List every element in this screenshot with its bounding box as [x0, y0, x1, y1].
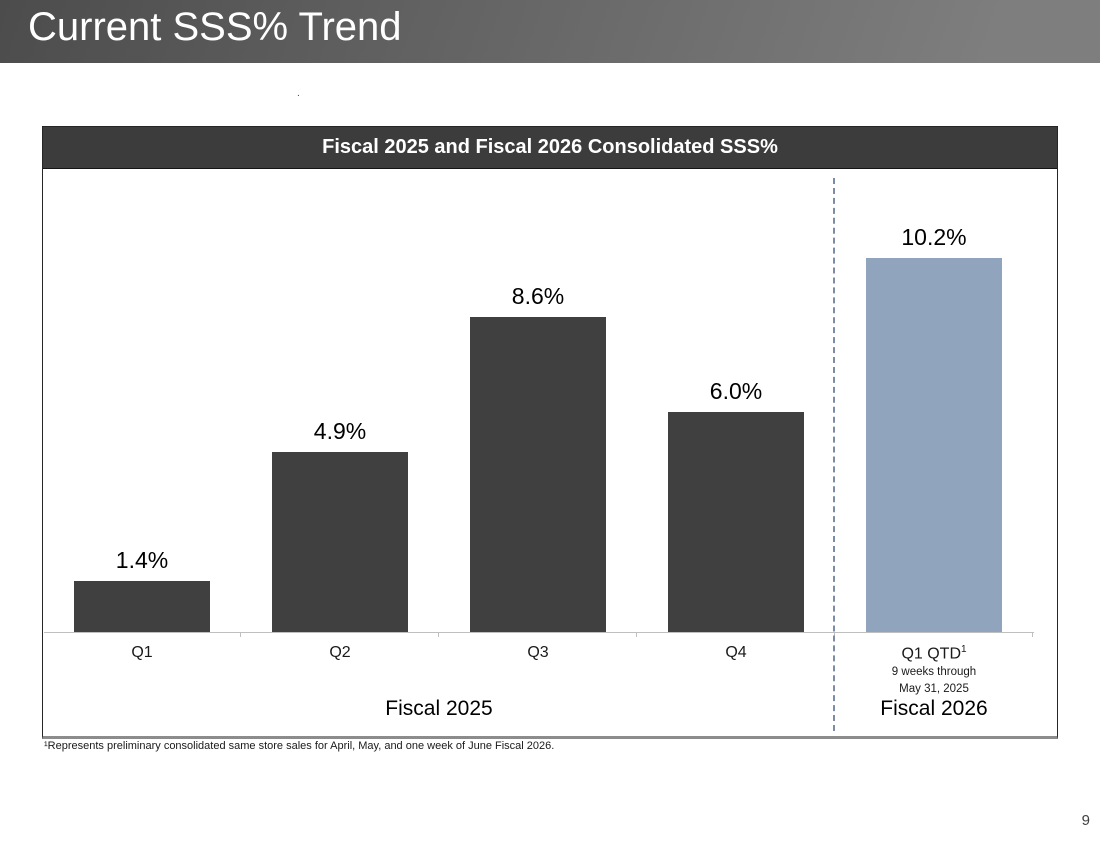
- plot-area: 1.4% Q1 4.9% Q2 8.6% Q3 6.0% Q4 10.2% Q1 QTD1 9 we…: [43, 170, 1055, 736]
- bar-slot-q1: 1.4%: [43, 170, 241, 632]
- slide-title: Current SSS% Trend: [28, 5, 402, 49]
- x-axis-line: [44, 632, 1034, 633]
- bar-value-label-q4: 6.0%: [709, 378, 763, 404]
- bar-slot-q4: 6.0%: [637, 170, 835, 632]
- chart-title-bar: Fiscal 2025 and Fiscal 2026 Consolidated…: [43, 127, 1057, 169]
- bar-q3: [470, 317, 606, 632]
- x-axis-tick: [438, 632, 439, 637]
- stray-period: .: [297, 88, 300, 99]
- category-label-text-q1-qtd: Q1 QTD: [901, 645, 961, 663]
- category-label-text-q4: Q4: [725, 644, 747, 661]
- chart-title: Fiscal 2025 and Fiscal 2026 Consolidated…: [322, 136, 778, 158]
- page-number: 9: [1081, 812, 1090, 829]
- fiscal-year-divider: [833, 178, 835, 731]
- x-axis-tick: [636, 632, 637, 637]
- bar-q1: [74, 581, 210, 632]
- chart-container: Fiscal 2025 and Fiscal 2026 Consolidated…: [42, 126, 1058, 739]
- category-superscript-q1-qtd: 1: [961, 644, 967, 655]
- bar-slot-q1-qtd: 10.2%: [835, 170, 1033, 632]
- category-label-text-q1: Q1: [131, 644, 153, 661]
- category-label-text-q2: Q2: [329, 644, 351, 661]
- footnote: ¹Represents preliminary consolidated sam…: [44, 740, 555, 752]
- category-subnote-q1-qtd-0: 9 weeks through: [891, 666, 977, 679]
- bar-slot-q2: 4.9%: [241, 170, 439, 632]
- bar-value-label-q1-qtd: 10.2%: [901, 224, 967, 250]
- bar-slot-q3: 8.6%: [439, 170, 637, 632]
- bar-value-label-q1: 1.4%: [115, 547, 169, 573]
- bar-value-label-q3: 8.6%: [511, 283, 565, 309]
- bar-q4: [668, 412, 804, 632]
- bar-q2: [272, 452, 408, 632]
- category-label-q4: Q4: [637, 644, 835, 662]
- category-label-q1-qtd: Q1 QTD1 9 weeks through May 31, 2025: [835, 644, 1033, 697]
- bar-q1-qtd: [866, 258, 1002, 632]
- slide-header: Current SSS% Trend: [0, 0, 1100, 63]
- category-subnote-q1-qtd-1: May 31, 2025: [899, 683, 969, 696]
- category-label-text-q3: Q3: [527, 644, 549, 661]
- bar-value-label-q2: 4.9%: [313, 418, 367, 444]
- group-label-fiscal-2025: Fiscal 2025: [385, 697, 493, 720]
- category-label-q2: Q2: [241, 644, 439, 662]
- x-axis-tick: [1032, 632, 1033, 637]
- group-label-fiscal-2026: Fiscal 2026: [880, 697, 988, 720]
- x-axis-tick: [240, 632, 241, 637]
- category-label-q1: Q1: [43, 644, 241, 662]
- category-label-q3: Q3: [439, 644, 637, 662]
